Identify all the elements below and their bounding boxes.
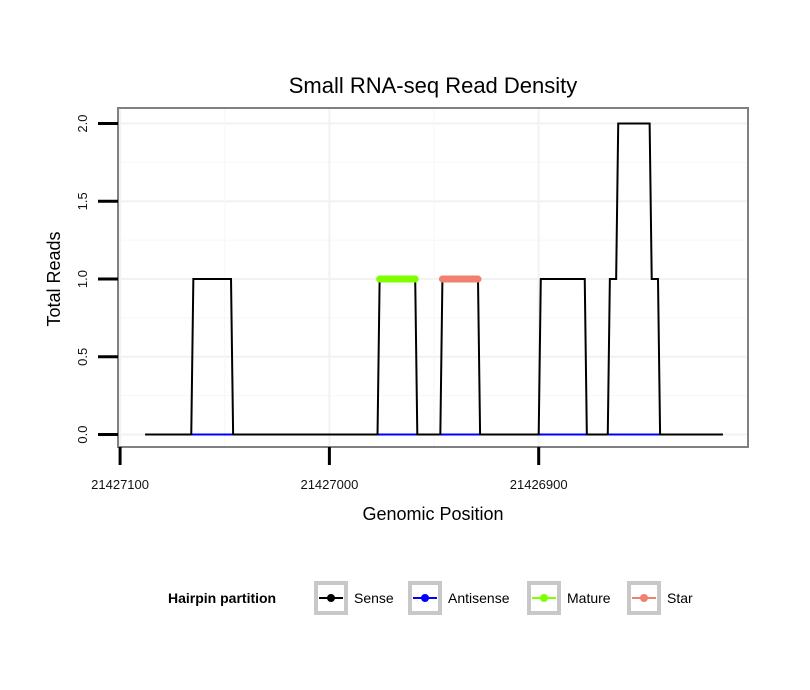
x-tick-label: 21426900	[510, 477, 568, 492]
plot-panel-border	[117, 107, 749, 448]
legend-marker-mature	[540, 594, 548, 602]
series-sense-line	[145, 122, 723, 436]
legend-label-mature: Mature	[567, 590, 611, 606]
legend-title: Hairpin partition	[168, 590, 276, 606]
legend-marker-antisense	[421, 594, 429, 602]
legend: Hairpin partition Sense Antisense Mature St…	[168, 581, 693, 615]
y-tick-label: 2.0	[75, 115, 90, 133]
legend-label-antisense: Antisense	[448, 590, 510, 606]
axes: 0.0 0.5 1.0 1.5 2.0 21427100 21427000 21426900	[75, 115, 568, 492]
x-axis-title: Genomic Position	[362, 504, 503, 524]
legend-label-star: Star	[667, 590, 693, 606]
chart-title: Small RNA-seq Read Density	[289, 73, 578, 98]
x-tick-label: 21427000	[300, 477, 358, 492]
y-tick-label: 1.5	[75, 192, 90, 210]
y-tick-label: 0.5	[75, 348, 90, 366]
x-tick-label: 21427100	[91, 477, 149, 492]
y-tick-label: 1.0	[75, 270, 90, 288]
series-layer	[145, 122, 723, 436]
legend-marker-star	[640, 594, 648, 602]
legend-marker-sense	[327, 594, 335, 602]
y-axis-title: Total Reads	[44, 231, 64, 326]
y-tick-label: 0.0	[75, 426, 90, 444]
legend-label-sense: Sense	[354, 590, 394, 606]
